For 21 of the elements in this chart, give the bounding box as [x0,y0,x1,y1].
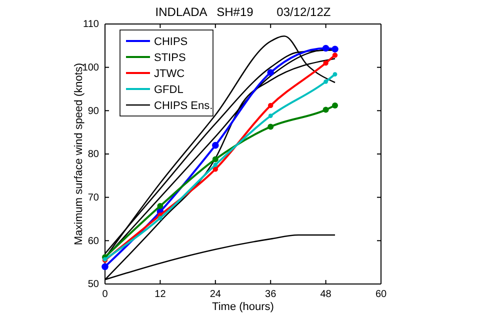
x-tick-label: 36 [265,289,277,300]
x-tick-label: 24 [210,289,222,300]
legend-label: CHIPS Ens. [154,100,213,112]
y-tick-label: 50 [88,279,100,290]
legend-label: GFDL [154,84,184,96]
x-tick-label: 60 [375,289,387,300]
x-tick-label: 0 [102,289,108,300]
legend-label: CHIPS [154,36,188,48]
x-tick-label: 48 [320,289,332,300]
x-axis-title: Time (hours) [212,301,274,313]
y-tick-label: 90 [88,106,100,117]
y-tick-label: 110 [83,19,100,30]
chart-title: INDLADA SH#19 03/12/12Z [155,5,331,19]
legend-label: STIPS [154,52,186,64]
x-tick-label: 12 [154,289,166,300]
legend-label: JTWC [154,68,185,80]
y-axis-title: Maximum surface wind speed (knots) [73,62,85,246]
y-tick-label: 60 [88,236,100,247]
y-tick-label: 100 [82,62,100,74]
y-tick-label: 80 [88,149,100,160]
y-tick-label: 70 [88,192,100,204]
